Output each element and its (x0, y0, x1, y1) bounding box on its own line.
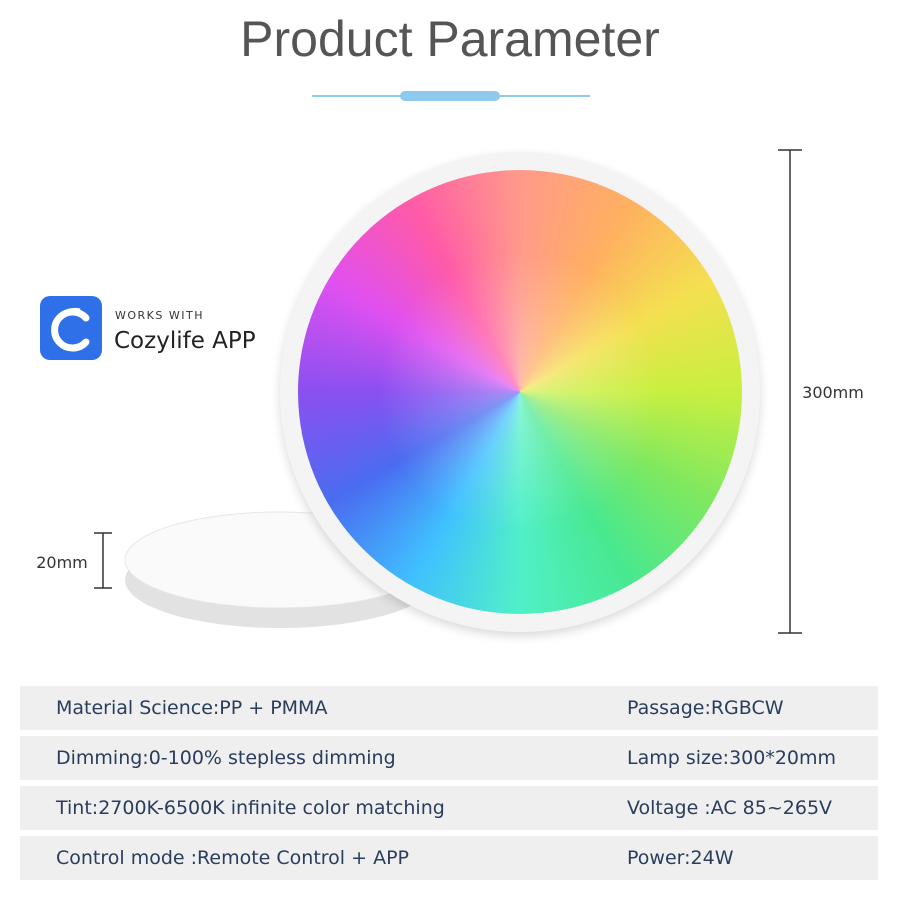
badge-caption: WORKS WITH (115, 309, 204, 322)
thickness-dimension (94, 532, 112, 589)
spec-cell: Material Science:PP + PMMA (56, 697, 328, 719)
diameter-label: 300mm (802, 383, 864, 402)
diameter-dimension (778, 149, 802, 634)
spec-cell: Lamp size:300*20mm (627, 747, 837, 769)
spec-row: Tint:2700K-6500K infinite color matching… (20, 786, 878, 830)
spec-cell: Dimming:0-100% stepless dimming (56, 747, 396, 769)
divider-pill (400, 91, 500, 101)
spec-row: Material Science:PP + PMMA Passage:RGBCW (20, 686, 878, 730)
page-title: Product Parameter (240, 11, 660, 67)
spec-cell: Control mode :Remote Control + APP (56, 847, 409, 869)
spec-row: Dimming:0-100% stepless dimming Lamp size… (20, 736, 878, 780)
spec-cell: Voltage :AC 85~265V (627, 797, 833, 819)
app-icon-glyph (51, 308, 90, 352)
spec-cell: Power:24W (627, 847, 734, 869)
lamp-lens (298, 170, 742, 614)
spec-cell: Passage:RGBCW (627, 697, 784, 719)
thickness-label: 20mm (36, 553, 88, 572)
spec-row: Control mode :Remote Control + APP Power:… (20, 836, 878, 880)
app-icon-wave (58, 307, 81, 318)
spec-cell: Tint:2700K-6500K infinite color matching (56, 797, 445, 819)
badge-app: Cozylife APP (114, 328, 256, 354)
